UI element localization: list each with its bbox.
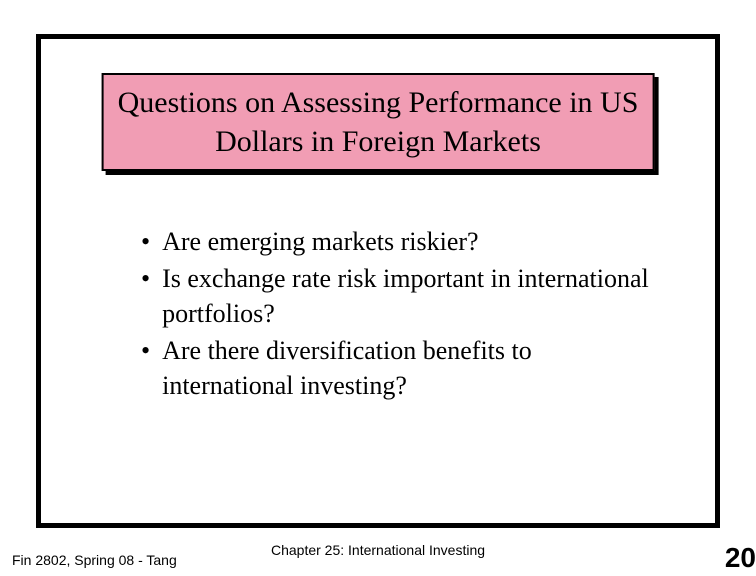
bullet-text: Are emerging markets riskier? — [162, 224, 478, 259]
title-box: Questions on Assessing Performance in US… — [102, 73, 655, 171]
bullet-text: Are there diversification benefits to in… — [162, 333, 661, 403]
list-item: • Are there diversification benefits to … — [141, 333, 661, 403]
bullet-icon: • — [141, 261, 150, 296]
list-item: • Is exchange rate risk important in int… — [141, 261, 661, 331]
footer-left: Fin 2802, Spring 08 - Tang — [12, 552, 177, 568]
title-line-1: Questions on Assessing Performance in US — [118, 83, 639, 122]
title-line-2: Dollars in Foreign Markets — [118, 122, 639, 161]
slide-frame: Questions on Assessing Performance in US… — [36, 34, 720, 528]
bullet-list: • Are emerging markets riskier? • Is exc… — [141, 224, 661, 405]
title-container: Questions on Assessing Performance in US… — [102, 73, 655, 171]
footer-center: Chapter 25: International Investing — [271, 542, 485, 558]
bullet-icon: • — [141, 224, 150, 259]
bullet-icon: • — [141, 333, 150, 368]
page-number: 20 — [725, 542, 756, 574]
list-item: • Are emerging markets riskier? — [141, 224, 661, 259]
bullet-text: Is exchange rate risk important in inter… — [162, 261, 661, 331]
